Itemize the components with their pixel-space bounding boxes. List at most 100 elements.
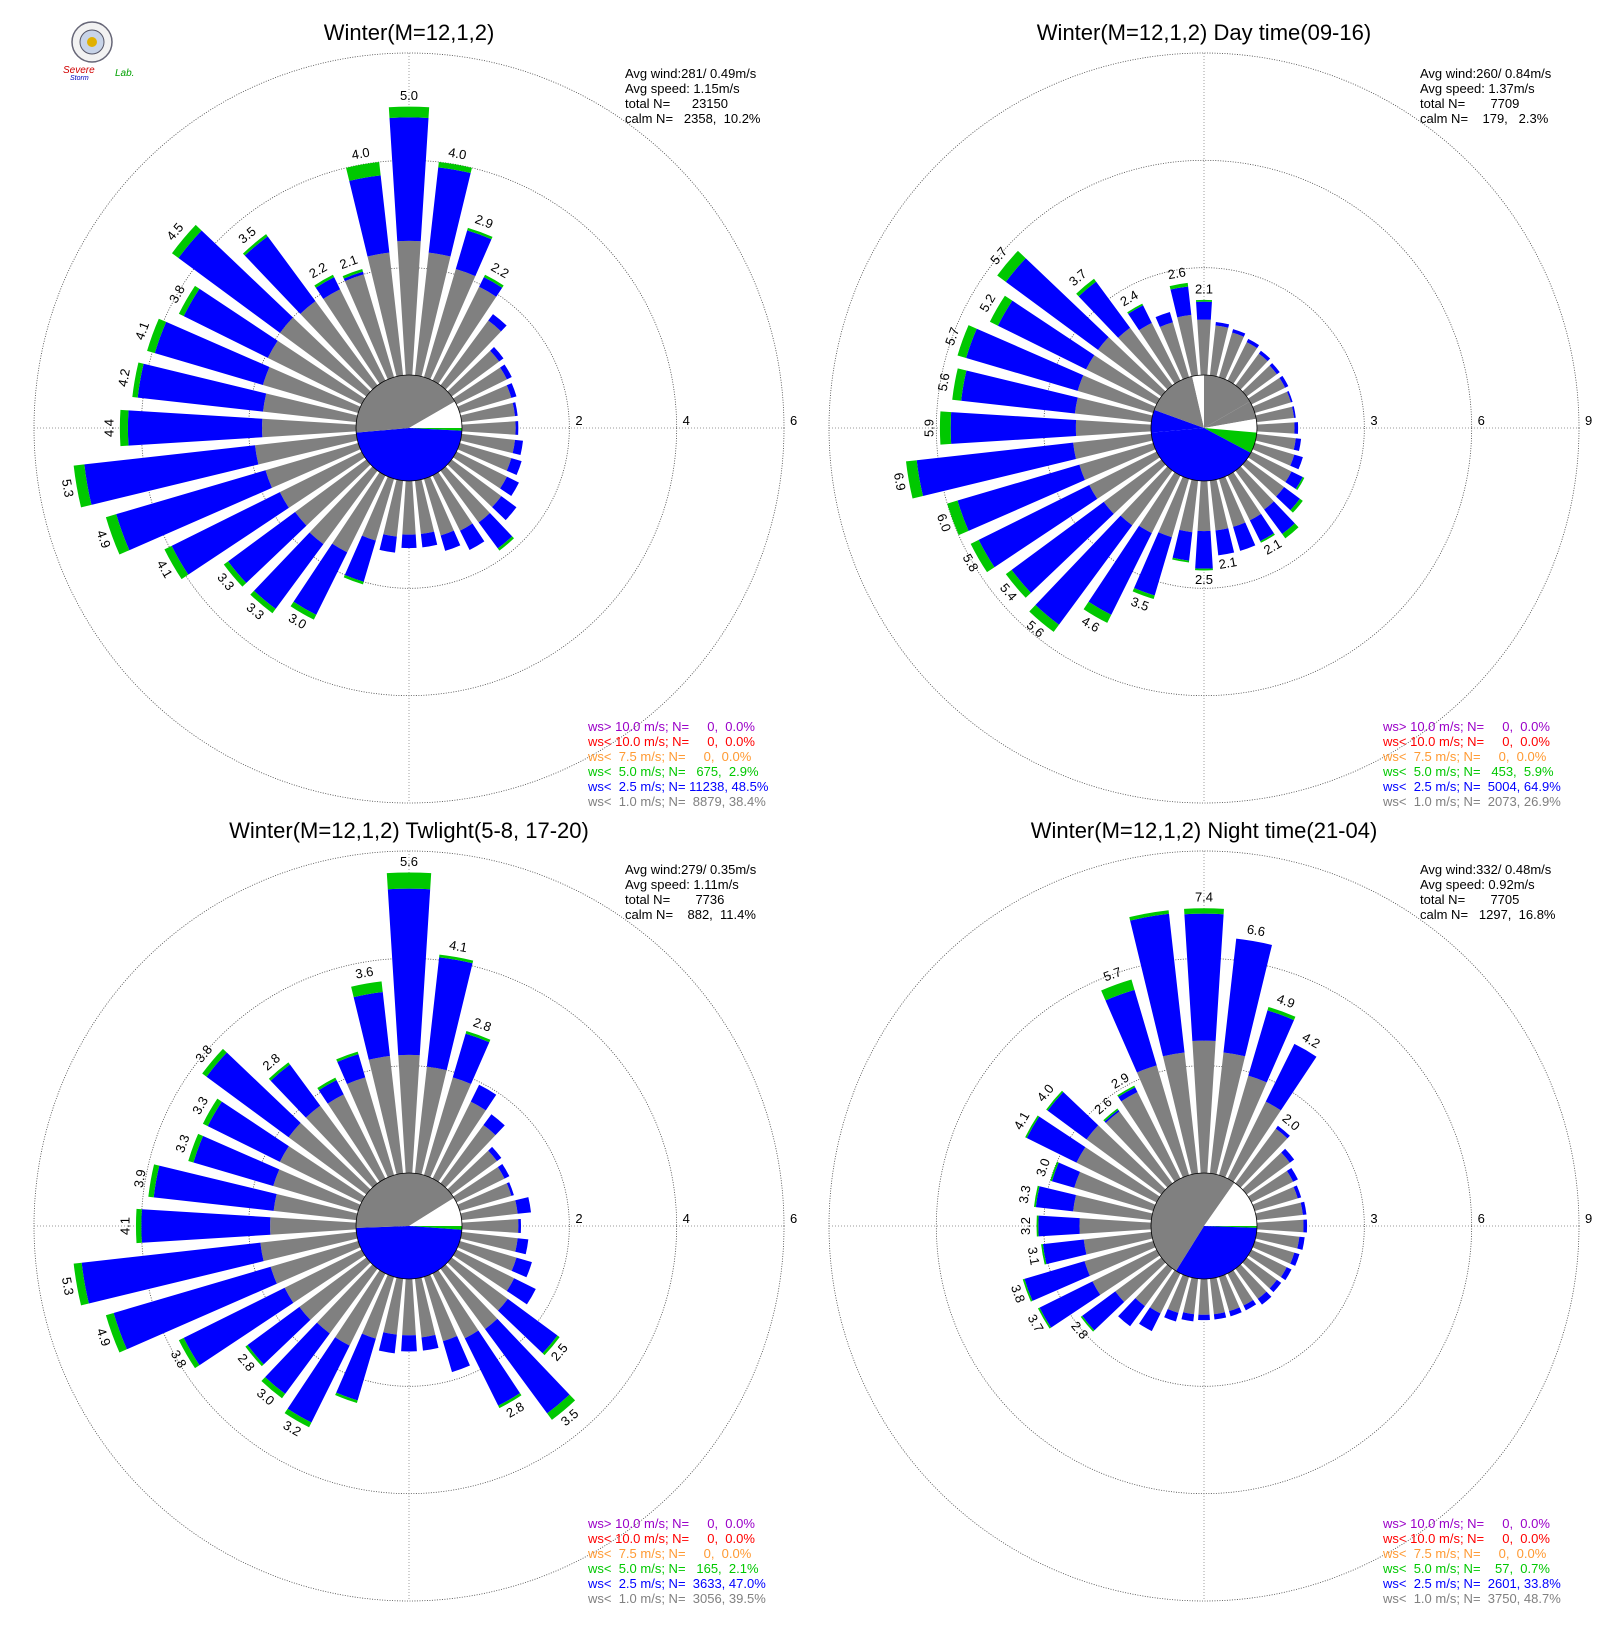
- sector-bar: 4.1: [132, 318, 361, 414]
- bar-segment-ws-lt2_5: [228, 511, 307, 583]
- bar-segment-ws-lt5: [314, 274, 335, 288]
- sector-bar: 5.3: [59, 1231, 358, 1306]
- sector-bar: [335, 1274, 395, 1403]
- center-pie-slice: [1204, 401, 1257, 428]
- bar-segment-ws-lt5: [336, 1051, 359, 1062]
- bar-value-label: 4.1: [448, 937, 468, 955]
- sector-bar: [1235, 350, 1271, 390]
- bar-segment-ws-lt1: [1118, 327, 1173, 390]
- bar-segment-ws-lt1: [361, 1274, 395, 1339]
- bar-segment-ws-lt2_5: [1215, 528, 1235, 556]
- bar-segment-ws-lt2_5: [183, 1287, 294, 1366]
- bar-segment-ws-lt1: [432, 1270, 479, 1339]
- bar-segment-ws-lt1: [361, 476, 395, 541]
- bar-segment-ws-lt1: [309, 466, 378, 545]
- sector-bar: [379, 479, 404, 553]
- panel-title: Winter(M=12,1,2) Day time(09-16): [1037, 20, 1371, 45]
- bar-value-label: 2.8: [471, 1014, 493, 1034]
- bar-segment-ws-lt1: [423, 269, 476, 380]
- bar-segment-ws-lt2_5: [387, 888, 431, 1056]
- stats-line: Avg speed: 1.15m/s: [625, 81, 740, 96]
- bar-segment-ws-lt2_5: [315, 277, 341, 299]
- sector-bar: [457, 383, 517, 414]
- sector-bar: [1248, 1249, 1292, 1281]
- sector-bar: [1235, 1264, 1272, 1305]
- bar-segment-ws-lt1: [1209, 1277, 1225, 1315]
- sector-bar: [1198, 1278, 1210, 1321]
- bar-segment-ws-lt5: [438, 162, 472, 174]
- stats-line: Avg wind:332/ 0.48m/s: [1420, 862, 1552, 877]
- bar-segment-ws-lt2_5: [1290, 1252, 1300, 1266]
- bar-segment-ws-lt1: [262, 367, 361, 414]
- bar-segment-ws-lt1: [1209, 1052, 1246, 1175]
- ring-label: 3: [1370, 1211, 1377, 1226]
- sector-bar: [1256, 422, 1299, 434]
- sector-bar: 5.3: [59, 433, 358, 508]
- bar-segment-ws-lt1: [457, 1240, 517, 1271]
- bar-segment-ws-lt2_5: [518, 1218, 522, 1234]
- bar-segment-ws-lt1: [327, 1094, 386, 1182]
- bar-segment-ws-lt2_5: [470, 1084, 497, 1111]
- legend-entry: ws< 5.0 m/s; N= 453, 5.9%: [1382, 764, 1554, 779]
- bar-segment-ws-lt5: [939, 411, 952, 445]
- center-pie-slice: [1204, 418, 1257, 433]
- center-pie: [1150, 1172, 1258, 1280]
- bar-segment-ws-lt2_5: [1303, 1219, 1308, 1233]
- bar-segment-ws-lt1: [1120, 466, 1173, 526]
- bar-segment-ws-lt2_5: [183, 288, 278, 358]
- stats-line: calm N= 179, 2.3%: [1420, 111, 1549, 126]
- bar-value-label: 3.5: [1129, 594, 1151, 614]
- bar-value-label: 3.6: [354, 964, 374, 982]
- sector-bar: 5.9: [921, 411, 1152, 445]
- sector-bar: 6.6: [1209, 921, 1272, 1175]
- center-pie-slice: [409, 1226, 462, 1230]
- bar-segment-ws-lt2_5: [1024, 1261, 1090, 1301]
- bar-segment-ws-lt1: [1177, 314, 1199, 377]
- bar-segment-ws-lt2_5: [349, 175, 390, 257]
- legend-entry: ws< 10.0 m/s; N= 0, 0.0%: [1382, 1531, 1550, 1546]
- bar-value-label: 2.5: [1195, 572, 1213, 587]
- bar-segment-ws-lt5: [119, 409, 129, 447]
- logo: Severe Storm Lab.: [63, 21, 134, 82]
- bar-segment-ws-lt2_5: [1223, 938, 1272, 1057]
- sector-bar: 5.7: [1101, 964, 1190, 1178]
- bar-segment-ws-lt5: [467, 227, 493, 240]
- bar-segment-ws-lt2_5: [1269, 363, 1280, 375]
- sector-bar: [440, 1114, 505, 1188]
- bar-segment-ws-lt1: [1086, 1125, 1166, 1195]
- bar-segment-ws-lt5: [1041, 1244, 1047, 1265]
- center-pie-slice: [1204, 1173, 1235, 1226]
- sector-bar: [457, 1182, 514, 1212]
- bar-value-label: 5.6: [400, 854, 418, 869]
- bar-segment-ws-lt2_5: [178, 230, 293, 333]
- bar-segment-ws-lt5: [242, 234, 268, 256]
- bar-segment-ws-lt2_5: [401, 1335, 417, 1352]
- bar-segment-ws-lt5: [388, 106, 430, 119]
- center-pie-slice: [356, 428, 462, 481]
- bar-segment-ws-lt1: [1252, 442, 1295, 466]
- bar-segment-ws-lt2_5: [1293, 438, 1302, 451]
- bar-segment-ws-lt2_5: [512, 439, 524, 455]
- stats-line: Avg speed: 1.37m/s: [1420, 81, 1535, 96]
- bar-value-label: 5.7: [1101, 964, 1123, 984]
- bar-segment-ws-lt5: [542, 1335, 560, 1356]
- bar-segment-ws-lt1: [316, 1264, 378, 1334]
- sector-bar: 5.8: [960, 451, 1160, 574]
- bar-segment-ws-lt1: [299, 1257, 371, 1320]
- bar-segment-ws-lt2_5: [442, 1336, 470, 1373]
- center-pie-slice: [1204, 1182, 1257, 1226]
- bar-segment-ws-lt1: [1183, 1277, 1199, 1315]
- center-pie-slice: [1204, 1226, 1257, 1228]
- center-pie-slice: [1154, 376, 1204, 428]
- bar-segment-ws-lt5: [957, 325, 977, 358]
- bar-segment-ws-lt2_5: [265, 1322, 330, 1394]
- bar-segment-ws-lt1: [1158, 476, 1190, 538]
- sector-bar: [1255, 1201, 1307, 1221]
- bar-value-label: 4.9: [1275, 991, 1297, 1011]
- bar-segment-ws-lt1: [1079, 442, 1156, 481]
- bar-segment-ws-lt5: [1129, 910, 1169, 921]
- bar-segment-ws-lt2_5: [515, 1197, 532, 1214]
- bar-segment-ws-lt2_5: [137, 363, 267, 412]
- bar-segment-ws-lt1: [1255, 1231, 1300, 1249]
- bar-segment-ws-lt1: [1097, 337, 1166, 397]
